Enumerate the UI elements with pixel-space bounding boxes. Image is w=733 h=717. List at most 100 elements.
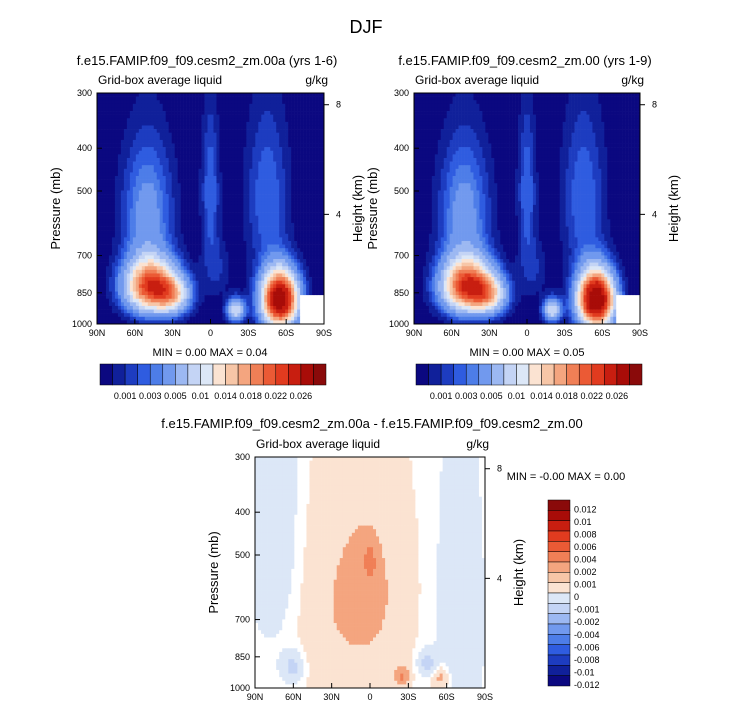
y-axis-title: Pressure (mb) <box>206 531 221 613</box>
pressure-tick-label: 1000 <box>230 683 250 693</box>
colorbar-box <box>547 675 571 687</box>
pressure-tick-label: 300 <box>394 88 409 98</box>
colorbar-label: 0.005 <box>480 391 503 401</box>
units-label: g/kg <box>466 437 489 451</box>
colorbar-label: 0.01 <box>508 391 526 401</box>
colorbar-label: -0.006 <box>574 642 600 652</box>
colorbar-label: 0.004 <box>574 554 597 564</box>
latitude-tick-label: 90S <box>477 692 493 702</box>
latitude-tick-label: 60N <box>127 328 144 338</box>
colorbar-box <box>124 363 138 386</box>
colorbar-box <box>516 363 530 386</box>
latitude-tick-label: 30N <box>164 328 181 338</box>
colorbar-box <box>541 363 555 386</box>
colorbar-label: 0.008 <box>574 529 597 539</box>
pressure-tick-label: 850 <box>235 652 250 662</box>
colorbar-box <box>415 363 429 386</box>
latitude-tick-label: 30S <box>557 328 573 338</box>
colorbar-box <box>547 530 571 542</box>
colorbar-label: -0.01 <box>574 667 595 677</box>
latitude-tick-label: 0 <box>208 328 213 338</box>
y-axis-title: Pressure (mb) <box>48 167 63 249</box>
units-label: g/kg <box>305 73 328 87</box>
colorbar-box <box>566 363 580 386</box>
colorbar-box <box>591 363 605 386</box>
height-tick-label: 8 <box>652 100 657 110</box>
latitude-tick-label: 90N <box>89 328 106 338</box>
latitude-tick-label: 30N <box>481 328 498 338</box>
y2-axis-title: Height (km) <box>511 539 526 606</box>
panel-title: f.e15.FAMIP.f09_f09.cesm2_zm.00a (yrs 1-… <box>77 53 338 68</box>
latitude-tick-label: 90S <box>632 328 648 338</box>
panel-bottom-difference: f.e15.FAMIP.f09_f09.cesm2_zm.00a - f.e15… <box>161 416 625 702</box>
contour-field <box>97 93 325 325</box>
colorbar-label: 0.026 <box>606 391 629 401</box>
variable-label: Grid-box average liquid <box>98 73 222 87</box>
colorbar-box <box>547 623 571 635</box>
colorbar-box <box>99 363 113 386</box>
min-max-stats: MIN = -0.00 MAX = 0.00 <box>507 471 626 483</box>
colorbar-label: -0.008 <box>574 655 600 665</box>
latitude-tick-label: 0 <box>367 692 372 702</box>
pressure-tick-label: 400 <box>394 143 409 153</box>
variable-label: Grid-box average liquid <box>256 437 380 451</box>
colorbar-label: 0.001 <box>574 580 597 590</box>
colorbar-box <box>547 572 571 583</box>
colorbar-label: 0.001 <box>430 391 453 401</box>
colorbar-label: 0.001 <box>114 391 137 401</box>
colorbar-label: 0.005 <box>164 391 187 401</box>
pressure-tick-label: 700 <box>235 615 250 625</box>
latitude-tick-label: 60N <box>285 692 302 702</box>
colorbar-box <box>578 363 593 386</box>
pressure-tick-label: 700 <box>394 251 409 261</box>
latitude-tick-label: 60S <box>439 692 455 702</box>
pressure-tick-label: 300 <box>77 88 92 98</box>
colorbar-box <box>149 363 164 386</box>
latitude-tick-label: 30S <box>400 692 416 702</box>
colorbar-box <box>547 510 571 521</box>
colorbar-label: 0.022 <box>581 391 604 401</box>
pressure-tick-label: 400 <box>235 507 250 517</box>
colorbar: 0.001 0.003 0.005 0.01 0.014 0.018 0.022 0.026 <box>99 363 327 401</box>
pressure-tick-label: 850 <box>394 288 409 298</box>
colorbar-box <box>225 363 239 386</box>
colorbar-label: 0.014 <box>214 391 237 401</box>
latitude-tick-label: 90S <box>316 328 332 338</box>
colorbar-box <box>440 363 454 386</box>
panel-title: f.e15.FAMIP.f09_f09.cesm2_zm.00 (yrs 1-9… <box>398 53 651 68</box>
colorbar-label: -0.004 <box>574 630 600 640</box>
colorbar-label: -0.012 <box>574 680 600 690</box>
latitude-tick-label: 30N <box>323 692 340 702</box>
colorbar-box <box>175 363 189 386</box>
colorbar-label: 0.018 <box>239 391 262 401</box>
colorbar-box <box>237 363 251 386</box>
colorbar-label: -0.002 <box>574 617 600 627</box>
colorbar-label: 0.014 <box>530 391 553 401</box>
pressure-tick-label: 500 <box>77 186 92 196</box>
colorbar-label: 0.002 <box>574 567 597 577</box>
colorbar-label: 0.022 <box>265 391 288 401</box>
pressure-tick-label: 1000 <box>72 319 92 329</box>
colorbar: 0.001 0.003 0.005 0.01 0.014 0.018 0.022 0.026 <box>415 363 643 401</box>
colorbar-box <box>453 363 467 386</box>
colorbar-label: -0.001 <box>574 605 600 615</box>
colorbar-box <box>187 363 201 386</box>
colorbar-box <box>465 363 480 386</box>
colorbar-label: 0.006 <box>574 542 597 552</box>
pressure-tick-label: 500 <box>235 550 250 560</box>
colorbar-box <box>547 665 571 676</box>
colorbar-label: 0.003 <box>139 391 162 401</box>
colorbar-box <box>200 363 214 386</box>
colorbar-label: 0.01 <box>574 517 592 527</box>
pressure-tick-label: 850 <box>77 288 92 298</box>
latitude-tick-label: 60S <box>278 328 294 338</box>
y2-axis-title: Height (km) <box>666 175 681 242</box>
colorbar-box <box>313 363 327 386</box>
colorbar-label: 0.003 <box>455 391 478 401</box>
colorbar-box <box>528 363 542 386</box>
colorbar: 0.012 0.01 0.008 0.006 0.004 0.002 0.001 0 -0.00… <box>547 499 600 690</box>
colorbar-label: 0.01 <box>192 391 210 401</box>
colorbar-box <box>547 551 571 563</box>
colorbar-box <box>547 644 571 656</box>
colorbar-box <box>547 592 571 604</box>
